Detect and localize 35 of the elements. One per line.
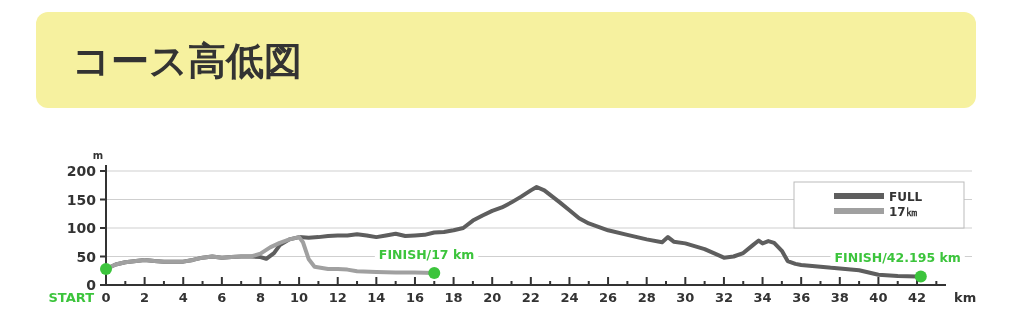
x-tick-label: 0	[101, 290, 111, 305]
x-tick-label: 36	[792, 290, 811, 305]
y-tick-label: 200	[66, 163, 97, 179]
x-tick-label: 2	[140, 290, 150, 305]
x-tick-label: 14	[367, 290, 386, 305]
x-tick-label: 40	[869, 290, 888, 305]
x-tick-label: 32	[714, 290, 733, 305]
x-tick-label: 28	[637, 290, 656, 305]
x-tick-label: 22	[521, 290, 540, 305]
x-tick-label: 6	[217, 290, 227, 305]
y-tick-label: 0	[86, 277, 97, 293]
x-axis-title: km	[954, 290, 977, 305]
x-tick-label: 20	[483, 290, 502, 305]
x-tick-label: 30	[676, 290, 695, 305]
annotation: FINISH/42.195 km	[834, 250, 961, 266]
x-tick-label: 24	[560, 290, 579, 305]
text: START	[48, 290, 95, 305]
x-tick-label: 8	[255, 290, 266, 305]
x-tick-label: 4	[178, 290, 188, 305]
x-tick-label: 16	[405, 290, 425, 305]
chart-title: コース高低図	[72, 39, 302, 83]
x-tick-label: 38	[830, 290, 849, 305]
annotation: FINISH/17 km	[378, 247, 475, 263]
x-tick-label: 18	[444, 290, 463, 305]
y-tick-label: 150	[66, 191, 97, 208]
y-axis-title: m	[92, 150, 104, 161]
x-tick-label: 42	[907, 290, 927, 305]
x-tick-label: 26	[599, 290, 618, 305]
legend-label: 17㎞	[889, 205, 918, 219]
legend-label: FULL	[889, 190, 923, 204]
y-tick-label: 50	[76, 248, 97, 265]
x-tick-label: 12	[328, 290, 347, 305]
y-tick-label: 100	[66, 220, 97, 236]
x-tick-label: 34	[753, 290, 772, 305]
x-tick-label: 10	[290, 290, 309, 305]
